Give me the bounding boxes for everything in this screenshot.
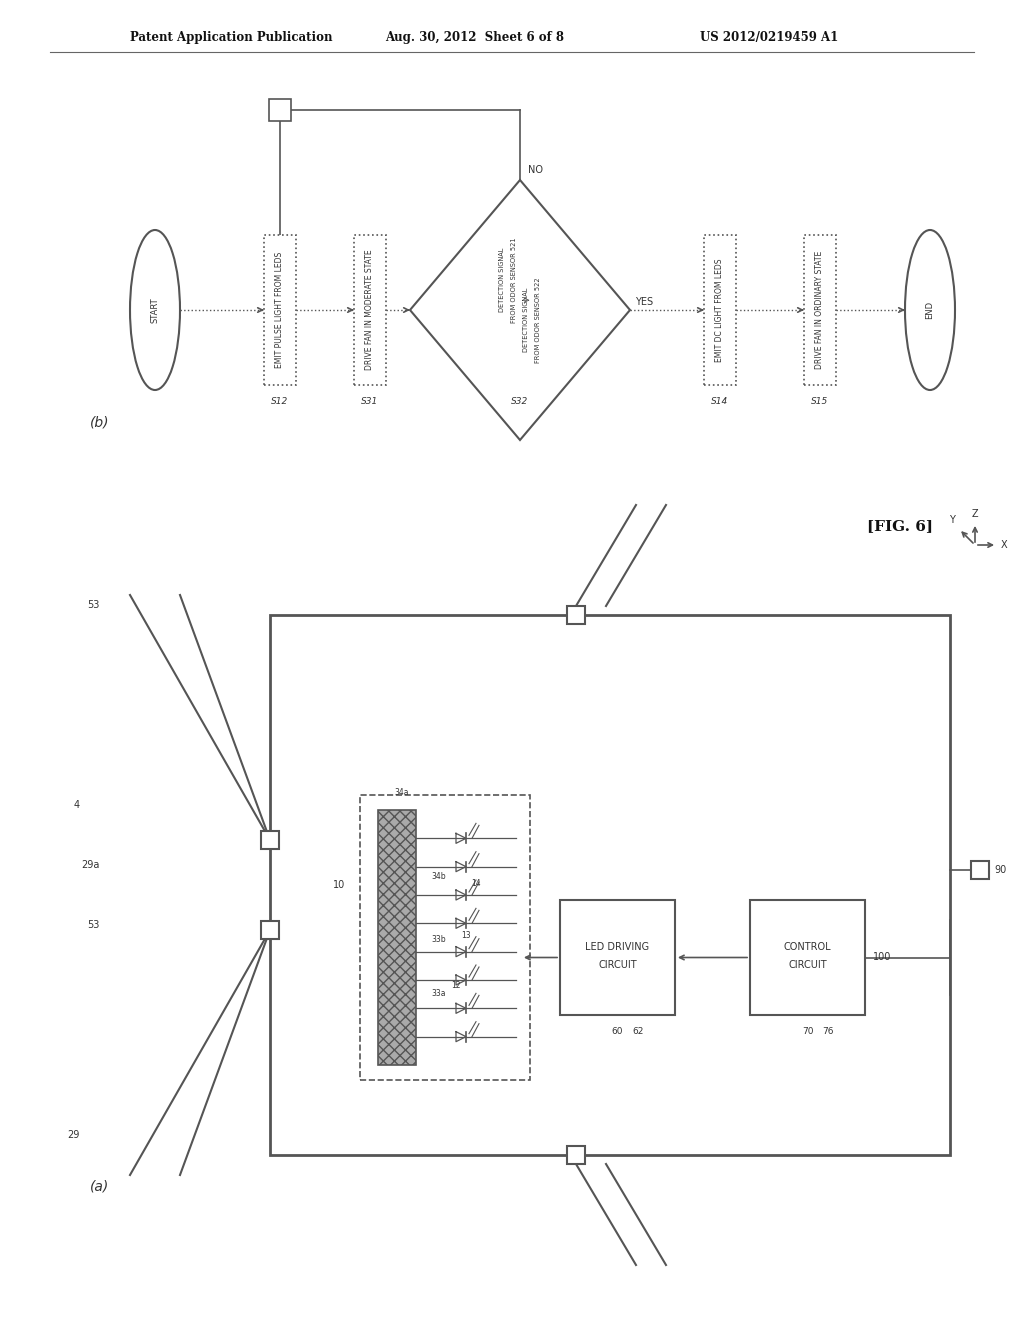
Text: 4: 4: [74, 800, 80, 810]
Text: 70: 70: [802, 1027, 813, 1036]
Text: US 2012/0219459 A1: US 2012/0219459 A1: [700, 30, 839, 44]
Text: Z: Z: [972, 510, 978, 519]
Bar: [705, 235, 736, 385]
Text: CIRCUIT: CIRCUIT: [598, 961, 637, 970]
Text: 12: 12: [451, 982, 461, 990]
Text: 76: 76: [822, 1027, 834, 1036]
Text: X: X: [1001, 540, 1008, 550]
Text: START: START: [151, 297, 160, 323]
Text: END: END: [926, 301, 935, 319]
Text: 53: 53: [88, 920, 100, 931]
Text: DETECTION SIGNAL: DETECTION SIGNAL: [523, 288, 529, 352]
Text: S14: S14: [712, 397, 729, 407]
Text: EMIT PULSE LIGHT FROM LEDS: EMIT PULSE LIGHT FROM LEDS: [275, 252, 285, 368]
Bar: [567, 606, 585, 624]
Text: 33b: 33b: [431, 936, 445, 945]
Text: S12: S12: [271, 397, 289, 407]
Text: NO: NO: [528, 165, 543, 176]
Text: 13: 13: [461, 931, 471, 940]
Bar: [971, 861, 989, 879]
Text: (a): (a): [90, 1180, 110, 1195]
Bar: [261, 921, 279, 939]
Text: 60: 60: [611, 1027, 624, 1036]
Text: >: >: [522, 296, 529, 305]
Text: 62: 62: [633, 1027, 644, 1036]
Text: 29a: 29a: [82, 861, 100, 870]
Text: 10: 10: [333, 880, 345, 890]
Bar: [264, 235, 296, 385]
Ellipse shape: [905, 230, 955, 389]
Bar: [269, 99, 291, 121]
Text: 33a: 33a: [431, 989, 445, 998]
Text: Y: Y: [949, 515, 955, 525]
Ellipse shape: [130, 230, 180, 389]
Bar: [360, 795, 530, 1080]
Text: DRIVE FAN IN ORDINARY STATE: DRIVE FAN IN ORDINARY STATE: [815, 251, 824, 370]
Polygon shape: [410, 180, 630, 440]
Text: 14: 14: [471, 879, 480, 888]
Bar: [354, 235, 386, 385]
Text: S31: S31: [361, 397, 379, 407]
Text: (b): (b): [90, 414, 110, 429]
Text: S32: S32: [511, 397, 528, 407]
Text: CIRCUIT: CIRCUIT: [788, 961, 826, 970]
Bar: [750, 900, 865, 1015]
Text: 29: 29: [68, 1130, 80, 1140]
Bar: [270, 615, 950, 1155]
Bar: [567, 1146, 585, 1164]
Text: 90: 90: [994, 865, 1007, 875]
Text: CONTROL: CONTROL: [783, 942, 831, 953]
Text: LED DRIVING: LED DRIVING: [586, 942, 649, 953]
Text: DRIVE FAN IN MODERATE STATE: DRIVE FAN IN MODERATE STATE: [366, 249, 375, 371]
Text: Patent Application Publication: Patent Application Publication: [130, 30, 333, 44]
Text: S15: S15: [811, 397, 828, 407]
Text: 100: 100: [873, 953, 891, 962]
Text: 34a: 34a: [394, 788, 410, 797]
Text: 53: 53: [88, 601, 100, 610]
Text: EMIT DC LIGHT FROM LEDS: EMIT DC LIGHT FROM LEDS: [716, 259, 725, 362]
Text: [FIG. 6]: [FIG. 6]: [867, 519, 933, 533]
Bar: [804, 235, 836, 385]
Text: FROM ODOR SENSOR 521: FROM ODOR SENSOR 521: [511, 238, 517, 323]
Text: Aug. 30, 2012  Sheet 6 of 8: Aug. 30, 2012 Sheet 6 of 8: [385, 30, 564, 44]
Text: YES: YES: [635, 297, 653, 308]
Text: 34b: 34b: [431, 871, 445, 880]
Bar: [378, 810, 416, 1065]
Bar: [261, 832, 279, 849]
Bar: [560, 900, 675, 1015]
Text: FROM ODOR SENSOR 522: FROM ODOR SENSOR 522: [535, 277, 541, 363]
Text: DETECTION SIGNAL: DETECTION SIGNAL: [499, 248, 505, 313]
